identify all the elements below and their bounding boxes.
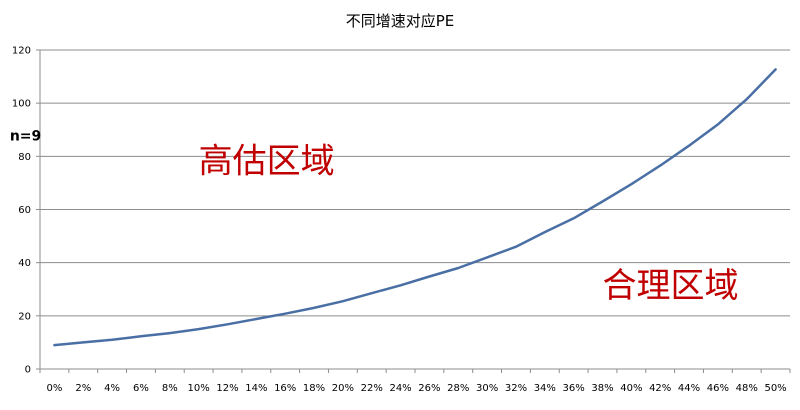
x-tick-label: 16% xyxy=(274,383,296,394)
series-layer xyxy=(53,68,777,347)
x-tick-label: 8% xyxy=(162,383,178,394)
x-tick-label: 32% xyxy=(505,383,527,394)
y-tick-label: 60 xyxy=(18,205,31,216)
x-tick-label: 36% xyxy=(563,383,585,394)
x-tick-label: 4% xyxy=(104,383,120,394)
x-tick-label: 34% xyxy=(534,383,556,394)
x-tick-label: 22% xyxy=(361,383,383,394)
y-tick-label: 120 xyxy=(12,46,31,57)
x-tick-label: 6% xyxy=(133,383,149,394)
x-tick-label: 50% xyxy=(764,383,786,394)
x-tick-label: 42% xyxy=(649,383,671,394)
y-tick-label: 40 xyxy=(18,258,31,269)
x-tick-label: 12% xyxy=(216,383,238,394)
chart-title: 不同增速对应PE xyxy=(346,12,455,30)
x-tick-label: 40% xyxy=(620,383,642,394)
x-tick-label: 48% xyxy=(736,383,758,394)
x-tick-label: 46% xyxy=(707,383,729,394)
x-tick-label: 10% xyxy=(188,383,210,394)
x-tick-label: 26% xyxy=(418,383,440,394)
y-tick-label: 20 xyxy=(18,311,31,322)
x-tick-label: 38% xyxy=(591,383,613,394)
x-tick-label: 20% xyxy=(332,383,354,394)
x-tick-label: 0% xyxy=(46,383,62,394)
reasonable-zone-label: 合理区域 xyxy=(603,266,739,306)
x-tick-label: 14% xyxy=(245,383,267,394)
x-tick-label: 24% xyxy=(389,383,411,394)
y-tick-label: 0 xyxy=(25,365,31,376)
y-tick-label: 100 xyxy=(12,99,31,110)
x-tick-label: 30% xyxy=(476,383,498,394)
overvalued-zone-label: 高估区域 xyxy=(199,141,335,181)
x-tick-label: 28% xyxy=(447,383,469,394)
x-tick-labels: 0% 2% 4% 6% 8% 10% 12% 14% 16% 18% 20% 22% 24% 26% 28%… xyxy=(46,383,786,394)
gridlines xyxy=(40,49,790,317)
y-tick-labels: 0 20 40 60 80 100 120 xyxy=(12,46,31,376)
axes xyxy=(36,49,791,373)
y-tick-label: 80 xyxy=(18,152,31,163)
x-tick-label: 18% xyxy=(303,383,325,394)
x-tick-label: 2% xyxy=(75,383,91,394)
curve-label: n=9 xyxy=(10,128,41,144)
x-tick-label: 44% xyxy=(678,383,700,394)
series-line-0 xyxy=(53,68,777,347)
